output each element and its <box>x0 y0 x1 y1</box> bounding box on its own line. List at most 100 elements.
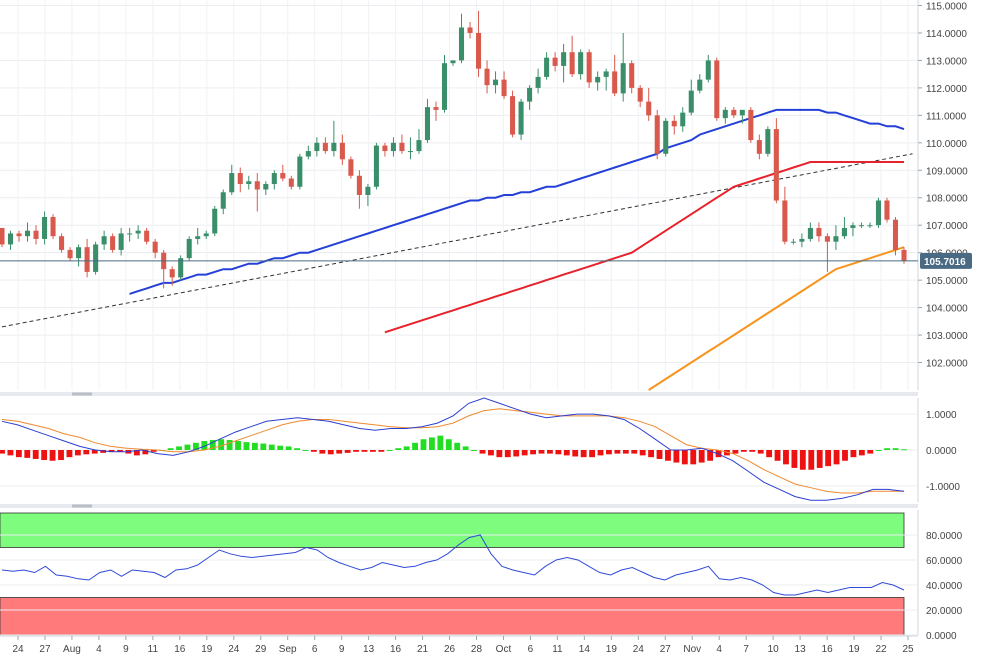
candle-body <box>348 159 354 176</box>
price-tick-label: 102.0000 <box>926 359 968 370</box>
candle-body <box>144 230 150 242</box>
macd-line <box>1 397 905 501</box>
x-tick-label: 4 <box>96 644 102 655</box>
candle-body <box>16 233 22 237</box>
x-tick-label: 10 <box>768 644 780 655</box>
macd-histogram-bar <box>445 439 452 450</box>
candle-body <box>356 175 362 195</box>
panel-dividers[interactable] <box>0 392 918 508</box>
macd-histogram-bar <box>530 450 537 455</box>
macd-histogram-bar <box>589 450 596 458</box>
candle-body <box>322 142 328 152</box>
x-tick-label: 19 <box>606 644 618 655</box>
candle-body <box>220 192 226 209</box>
rsi-panel: 80.0000 60.0000 40.0000 20.0000 0.0000 <box>0 510 963 642</box>
rsi-tick-label: 0.0000 <box>926 631 957 642</box>
price-tick-label: 114.0000 <box>926 29 967 40</box>
current-price-label: 105.7016 <box>924 257 966 268</box>
candle-body <box>663 120 669 154</box>
candle-body <box>739 109 745 116</box>
macd-histogram-bar <box>369 450 376 452</box>
macd-histogram-bar <box>496 450 503 458</box>
candle-body <box>458 27 465 61</box>
candle-body <box>424 107 431 141</box>
candle-body <box>195 236 201 239</box>
x-tick-label: 6 <box>312 644 318 655</box>
macd-histogram-bar <box>884 448 891 450</box>
x-tick-label: 7 <box>743 644 749 655</box>
candle-body <box>135 230 141 234</box>
x-tick-label: 16 <box>390 644 402 655</box>
x-tick-label: 26 <box>444 644 456 655</box>
candle-body <box>152 241 158 253</box>
macd-histogram-bar <box>184 444 191 450</box>
price-tick-label: 108.0000 <box>926 194 968 205</box>
macd-histogram-bar <box>833 450 840 465</box>
candle-body <box>475 32 482 69</box>
candle-body <box>229 173 235 193</box>
macd-histogram-bar <box>91 450 98 454</box>
candle-body <box>314 142 320 152</box>
price-tick-label: 103.0000 <box>926 331 968 342</box>
macd-histogram-bar <box>268 444 275 450</box>
macd-histogram-bar <box>740 450 747 452</box>
macd-histogram-bar <box>698 450 705 463</box>
macd-histogram-bar <box>901 449 907 451</box>
rsi-tick-label: 40.0000 <box>926 581 963 592</box>
candle-body <box>67 249 73 259</box>
macd-tick-label: -1.0000 <box>926 482 960 493</box>
candle-body <box>714 60 720 119</box>
macd-histogram-bar <box>488 450 494 456</box>
candle-body <box>535 76 541 88</box>
candle-body <box>892 219 899 250</box>
macd-histogram-bar <box>429 437 435 450</box>
x-tick-label: 22 <box>875 644 887 655</box>
x-tick-label: Nov <box>683 644 701 655</box>
macd-histogram-bar <box>83 450 90 455</box>
macd-histogram-bar <box>521 450 528 456</box>
candle-body <box>850 225 856 228</box>
x-tick-label: 16 <box>822 644 834 655</box>
candle-body <box>646 101 652 116</box>
macd-histogram-bar <box>757 450 764 454</box>
candle-body <box>246 181 252 185</box>
candle-body <box>186 238 192 259</box>
macd-histogram-bar <box>167 448 174 450</box>
macd-histogram-bar <box>816 450 823 468</box>
candle-body <box>331 142 337 152</box>
divider-bar[interactable] <box>0 504 918 508</box>
macd-tick-label: 0.0000 <box>926 446 957 457</box>
macd-histogram-bar <box>327 450 334 455</box>
x-tick-label: 24 <box>228 644 240 655</box>
candle-body <box>59 236 65 250</box>
macd-histogram-bar <box>597 450 604 456</box>
divider-bar[interactable] <box>0 392 918 396</box>
macd-histogram-bar <box>378 450 385 452</box>
macd-histogram-bar <box>395 448 402 450</box>
candle-body <box>305 151 311 157</box>
price-tick-label: 109.0000 <box>926 166 968 177</box>
macd-histogram-bar <box>302 450 309 451</box>
x-tick-label: 11 <box>148 644 159 655</box>
macd-histogram-bar <box>766 450 773 458</box>
candle-body <box>467 27 473 33</box>
macd-histogram-bar <box>15 450 22 458</box>
candle-body <box>127 233 133 235</box>
candle-body <box>629 63 635 88</box>
rsi-line <box>1 534 905 596</box>
macd-histogram-bar <box>732 450 739 454</box>
macd-histogram-bar <box>690 450 697 465</box>
macd-histogram-bar <box>310 450 317 452</box>
macd-histogram-bar <box>681 450 688 465</box>
candle-body <box>756 140 762 154</box>
x-tick-label: 13 <box>363 644 375 655</box>
macd-histogram-bar <box>479 450 486 454</box>
macd-histogram-bar <box>319 450 326 454</box>
macd-histogram-bar <box>504 450 511 458</box>
candle-body <box>527 87 533 102</box>
trend-line <box>1 153 913 328</box>
x-tick-label: 16 <box>174 644 186 655</box>
candle-body <box>833 236 839 242</box>
macd-histogram-bar <box>783 450 789 465</box>
